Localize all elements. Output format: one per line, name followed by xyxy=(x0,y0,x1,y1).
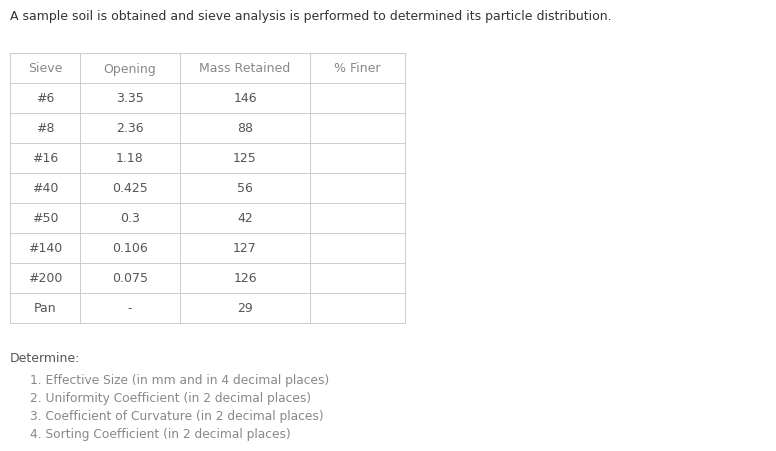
Text: 0.106: 0.106 xyxy=(112,242,148,255)
Text: 29: 29 xyxy=(237,302,253,315)
Text: 0.3: 0.3 xyxy=(120,212,140,225)
Text: 0.075: 0.075 xyxy=(112,272,148,285)
Text: % Finer: % Finer xyxy=(334,62,381,75)
Text: -: - xyxy=(128,302,132,315)
Text: Mass Retained: Mass Retained xyxy=(199,62,291,75)
Text: 56: 56 xyxy=(237,182,253,195)
Text: 4. Sorting Coefficient (in 2 decimal places): 4. Sorting Coefficient (in 2 decimal pla… xyxy=(30,427,291,440)
Text: 1.18: 1.18 xyxy=(116,152,144,165)
Text: 3.35: 3.35 xyxy=(116,92,144,105)
Text: 127: 127 xyxy=(233,242,257,255)
Text: 2.36: 2.36 xyxy=(116,122,144,135)
Text: #16: #16 xyxy=(32,152,58,165)
Text: #140: #140 xyxy=(28,242,62,255)
Text: Pan: Pan xyxy=(33,302,57,315)
Text: #6: #6 xyxy=(36,92,54,105)
Text: #40: #40 xyxy=(32,182,58,195)
Text: #50: #50 xyxy=(32,212,58,225)
Text: Opening: Opening xyxy=(104,62,157,75)
Text: Determine:: Determine: xyxy=(10,351,81,364)
Text: 3. Coefficient of Curvature (in 2 decimal places): 3. Coefficient of Curvature (in 2 decima… xyxy=(30,409,324,422)
Text: A sample soil is obtained and sieve analysis is performed to determined its part: A sample soil is obtained and sieve anal… xyxy=(10,10,611,23)
Text: 0.425: 0.425 xyxy=(112,182,148,195)
Text: 2. Uniformity Coefficient (in 2 decimal places): 2. Uniformity Coefficient (in 2 decimal … xyxy=(30,391,311,404)
Text: 126: 126 xyxy=(233,272,257,285)
Text: 1. Effective Size (in mm and in 4 decimal places): 1. Effective Size (in mm and in 4 decima… xyxy=(30,373,329,386)
Text: 88: 88 xyxy=(237,122,253,135)
Text: #200: #200 xyxy=(28,272,62,285)
Text: 125: 125 xyxy=(233,152,257,165)
Text: 42: 42 xyxy=(237,212,253,225)
Text: 146: 146 xyxy=(233,92,257,105)
Text: #8: #8 xyxy=(36,122,54,135)
Text: Sieve: Sieve xyxy=(28,62,62,75)
